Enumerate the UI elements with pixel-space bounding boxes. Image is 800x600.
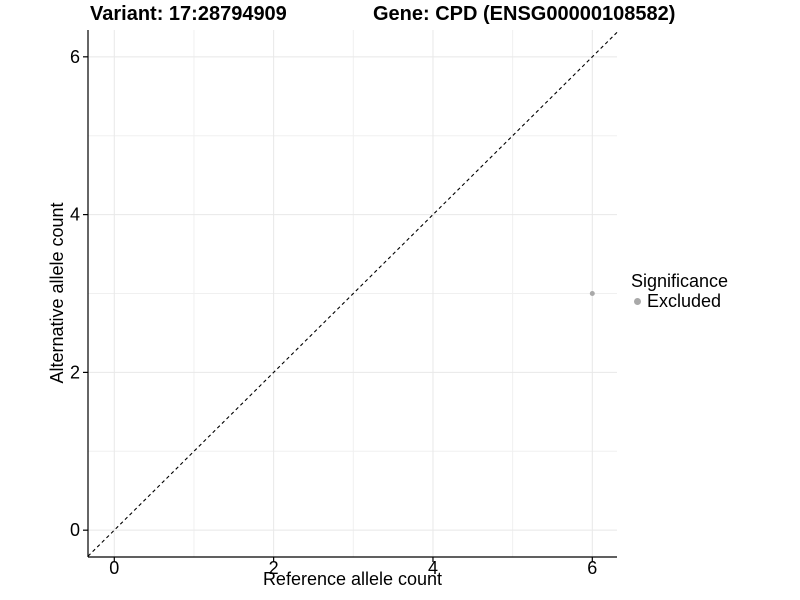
x-tick-label: 6 <box>587 558 597 578</box>
y-axis-title: Alternative allele count <box>47 202 67 384</box>
legend-entry-excluded: Excluded <box>631 291 728 311</box>
x-tick-label: 2 <box>269 558 279 578</box>
legend-point-icon <box>634 297 641 305</box>
identity-dashed-line <box>87 31 618 557</box>
y-tick-label: 6 <box>70 47 80 67</box>
plot-title-variant: Variant: 17:28794909 <box>90 3 287 25</box>
legend-title: Significance <box>631 271 729 291</box>
data-point <box>589 291 595 296</box>
legend-entry-label: Excluded <box>647 291 722 311</box>
x-tick-label: 0 <box>109 558 119 578</box>
legend: Significance Excluded <box>631 271 728 311</box>
x-tick-label: 4 <box>428 558 438 578</box>
y-tick-label: 4 <box>70 205 80 225</box>
x-axis-title: Reference allele count <box>262 569 443 589</box>
y-tick-label: 0 <box>70 520 80 540</box>
plot-title-gene: Gene: CPD (ENSG00000108582) <box>373 3 676 25</box>
y-tick-label: 2 <box>70 362 80 382</box>
